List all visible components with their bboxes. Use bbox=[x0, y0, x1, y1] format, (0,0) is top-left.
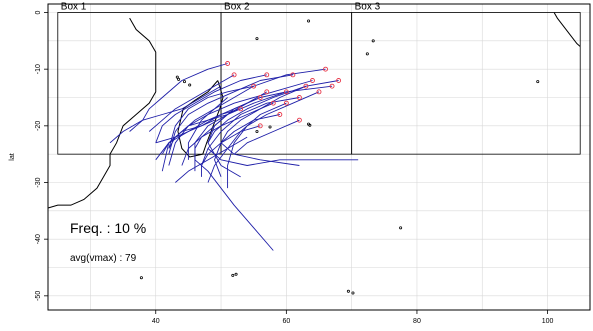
x-tick-label-80: 80 bbox=[413, 318, 421, 325]
genesis-point-5 bbox=[296, 95, 302, 100]
grid-lines bbox=[48, 4, 590, 310]
island-6 bbox=[177, 77, 181, 81]
cyclone-track-11 bbox=[109, 85, 222, 144]
genesis-point-12 bbox=[323, 66, 328, 72]
cyclone-track-17 bbox=[148, 74, 235, 132]
genesis-point-18 bbox=[283, 100, 289, 106]
x-tick-label-100: 100 bbox=[542, 318, 554, 325]
island-8 bbox=[188, 83, 192, 87]
cyclone-track-13 bbox=[168, 102, 248, 149]
cyclone-track-8 bbox=[181, 102, 274, 166]
genesis-point-14 bbox=[303, 83, 309, 89]
region-box-label-1: Box 1 bbox=[61, 2, 87, 13]
island-5 bbox=[371, 39, 375, 43]
genesis-point-9 bbox=[238, 106, 244, 112]
coastline-0 bbox=[47, 17, 157, 209]
y-tick-label--40: -40 bbox=[35, 234, 42, 244]
cyclone-track-12 bbox=[161, 85, 254, 172]
genesis-point-16 bbox=[277, 112, 283, 117]
cyclone-track-10 bbox=[233, 119, 300, 166]
island-4 bbox=[365, 52, 369, 56]
island-17 bbox=[175, 75, 179, 79]
cyclone-track-15 bbox=[168, 74, 293, 155]
cyclone-track-22 bbox=[187, 97, 228, 160]
genesis-point-8 bbox=[270, 100, 276, 106]
genesis-point-19 bbox=[316, 89, 322, 95]
region-box-3 bbox=[351, 12, 581, 155]
y-tick-label--50: -50 bbox=[35, 291, 42, 301]
coastline-layer bbox=[47, 12, 581, 295]
genesis-point-20 bbox=[264, 72, 270, 78]
cyclone-track-9 bbox=[161, 108, 241, 155]
y-axis-title: lat bbox=[9, 153, 16, 160]
genesis-point-1 bbox=[225, 61, 231, 66]
cyclone-track-27 bbox=[207, 102, 287, 183]
cyclone-track-16 bbox=[155, 74, 267, 143]
genesis-point-10 bbox=[296, 117, 302, 123]
island-10 bbox=[346, 289, 350, 293]
island-3 bbox=[255, 37, 259, 41]
island-12 bbox=[139, 276, 143, 280]
cyclone-track-26 bbox=[175, 136, 248, 183]
genesis-point-4 bbox=[264, 89, 270, 95]
cyclone-track-24 bbox=[207, 148, 359, 166]
region-boxes: Box 1 Box 2 Box 3 bbox=[57, 2, 581, 155]
coastline-1 bbox=[177, 80, 224, 158]
y-tick-label--10: -10 bbox=[35, 64, 42, 74]
y-tick-label--30: -30 bbox=[35, 177, 42, 187]
frequency-label: Freq. : 10 % bbox=[70, 220, 146, 236]
coastline-2 bbox=[553, 12, 581, 47]
island-9 bbox=[399, 226, 403, 230]
cyclone-tracks bbox=[109, 63, 359, 251]
genesis-point-17 bbox=[257, 123, 263, 129]
island-13 bbox=[231, 273, 235, 277]
genesis-point-3 bbox=[283, 89, 289, 95]
axes: 40 60 80 100 0 -10 -20 -30 -40 -50 bbox=[35, 3, 591, 325]
genesis-point-13 bbox=[290, 72, 296, 78]
genesis-points bbox=[225, 61, 342, 129]
island-15 bbox=[308, 123, 312, 127]
genesis-point-11 bbox=[251, 83, 257, 89]
island-16 bbox=[307, 19, 311, 23]
region-box-label-2: Box 2 bbox=[224, 2, 250, 13]
avg-vmax-label: avg(vmax) : 79 bbox=[70, 253, 137, 264]
cyclone-track-28 bbox=[227, 91, 320, 189]
island-7 bbox=[182, 80, 186, 84]
island-1 bbox=[268, 125, 272, 129]
plot-frame bbox=[47, 3, 591, 311]
region-box-label-3: Box 3 bbox=[355, 2, 381, 13]
x-tick-label-40: 40 bbox=[152, 318, 160, 325]
genesis-point-7 bbox=[329, 83, 335, 89]
cyclone-track-23 bbox=[155, 119, 215, 144]
y-tick-label-0: 0 bbox=[35, 10, 42, 14]
genesis-point-15 bbox=[336, 78, 342, 83]
island-18 bbox=[536, 80, 540, 84]
genesis-point-21 bbox=[231, 72, 237, 78]
cyclone-track-1 bbox=[129, 63, 228, 132]
genesis-point-6 bbox=[257, 95, 263, 100]
x-tick-label-60: 60 bbox=[282, 318, 290, 325]
island-0 bbox=[255, 129, 259, 133]
cyclone-track-25 bbox=[194, 159, 274, 251]
island-14 bbox=[234, 272, 238, 276]
genesis-point-2 bbox=[310, 78, 315, 83]
cyclone-track-19 bbox=[207, 80, 339, 144]
region-box-1 bbox=[57, 12, 222, 155]
y-tick-label--20: -20 bbox=[35, 121, 42, 131]
island-11 bbox=[351, 291, 355, 295]
